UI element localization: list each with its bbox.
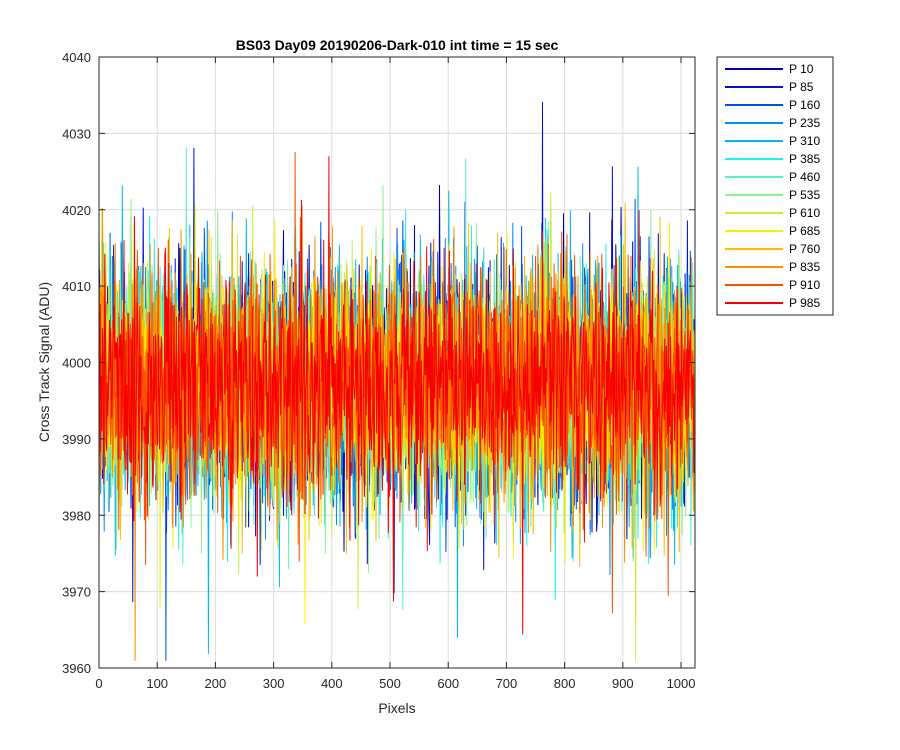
- legend-entry: P 610: [789, 206, 820, 220]
- x-tick-label: 1000: [667, 676, 696, 691]
- y-tick-label: 3990: [62, 432, 91, 447]
- legend-box: [716, 56, 834, 316]
- legend-entry: P 535: [789, 188, 820, 202]
- legend-entry: P 160: [789, 98, 820, 112]
- x-tick-label: 500: [379, 676, 401, 691]
- y-tick-label: 3980: [62, 508, 91, 523]
- ticks: 0 100 200 300 400 500 600 700 800 900 1000 3960 3970…: [62, 50, 695, 691]
- y-tick-label: 4000: [62, 356, 91, 371]
- y-axis-label: Cross Track Signal (ADU): [36, 282, 52, 442]
- chart-title: BS03 Day09 20190206-Dark-010 int time = …: [236, 37, 559, 53]
- legend: P 10 P 85 P 160 P 235 P 310 P 385 P 460 P 535 P …: [716, 56, 834, 316]
- legend-entry: P 760: [789, 242, 820, 256]
- legend-entry: P 10: [789, 62, 814, 76]
- legend-entry: P 235: [789, 116, 820, 130]
- y-tick-label: 3970: [62, 585, 91, 600]
- legend-entry: P 85: [789, 80, 814, 94]
- x-tick-label: 0: [95, 676, 102, 691]
- series-line-p-985: [98, 156, 696, 635]
- y-tick-label: 4020: [62, 203, 91, 218]
- x-tick-label: 200: [205, 676, 227, 691]
- legend-entry: P 985: [789, 296, 820, 310]
- y-tick-label: 4040: [62, 50, 91, 65]
- legend-entry: P 835: [789, 260, 820, 274]
- series-lines: [98, 102, 696, 661]
- legend-entry: P 310: [789, 134, 820, 148]
- x-tick-label: 800: [554, 676, 576, 691]
- x-tick-label: 400: [321, 676, 343, 691]
- y-tick-label: 3960: [62, 661, 91, 676]
- x-tick-label: 300: [263, 676, 285, 691]
- x-tick-label: 100: [146, 676, 168, 691]
- legend-entry: P 460: [789, 170, 820, 184]
- legend-entry: P 685: [789, 224, 820, 238]
- y-tick-label: 4030: [62, 126, 91, 141]
- y-tick-label: 4010: [62, 279, 91, 294]
- legend-entry: P 910: [789, 278, 820, 292]
- x-tick-label: 900: [612, 676, 634, 691]
- legend-entry: P 385: [789, 152, 820, 166]
- x-tick-label: 600: [437, 676, 459, 691]
- x-tick-label: 700: [496, 676, 518, 691]
- x-axis-label: Pixels: [378, 700, 415, 716]
